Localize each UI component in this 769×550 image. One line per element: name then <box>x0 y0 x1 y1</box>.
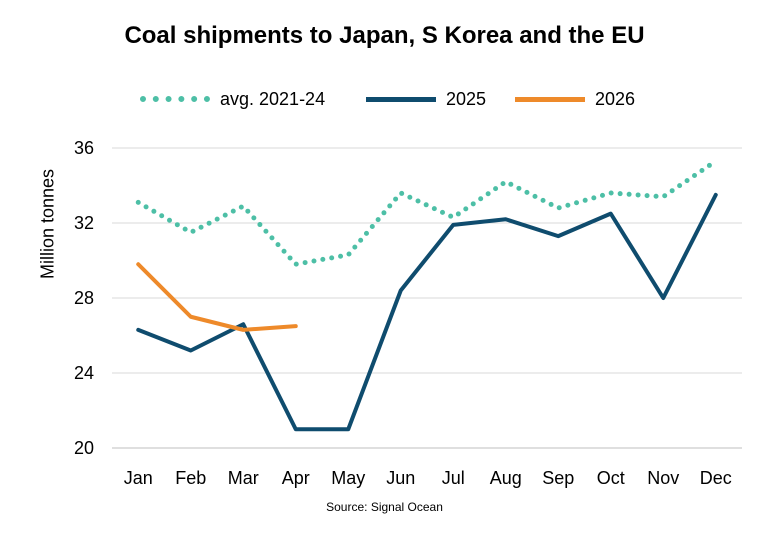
series-line-0 <box>135 158 719 267</box>
x-tick-label: May <box>331 468 365 488</box>
legend-item-2025: 2025 <box>366 84 486 114</box>
series-line-1 <box>136 192 718 432</box>
y-tick-label: 36 <box>74 138 94 158</box>
y-tick-label: 32 <box>74 213 94 233</box>
x-tick-label: Apr <box>282 468 310 488</box>
legend-label-2025: 2025 <box>446 88 487 109</box>
legend-label-avg: avg. 2021-24 <box>220 88 326 109</box>
chart-title: Coal shipments to Japan, S Korea and the… <box>124 22 645 49</box>
y-tick-label: 24 <box>74 363 94 383</box>
legend-item-2026: 2026 <box>515 84 635 114</box>
legend-swatch-2025 <box>366 96 436 102</box>
series-line-2 <box>136 262 298 332</box>
legend-item-avg: avg. 2021-24 <box>140 84 325 114</box>
x-tick-label: Mar <box>228 468 259 488</box>
x-tick-label: Aug <box>490 468 522 488</box>
x-tick-label: Oct <box>597 468 625 488</box>
x-tick-label: Sep <box>542 468 574 488</box>
legend-label-2026: 2026 <box>595 88 636 109</box>
y-tick-label: 20 <box>74 438 94 458</box>
x-tick-label: Dec <box>700 468 732 488</box>
y-tick-label: 28 <box>74 288 94 308</box>
x-tick-label: Nov <box>647 468 679 488</box>
x-tick-label: Feb <box>175 468 206 488</box>
legend: avg. 2021-24 2025 2026 <box>0 84 769 114</box>
legend-swatch-2026 <box>515 96 585 102</box>
x-tick-label: Jan <box>124 468 153 488</box>
x-tick-label: Jun <box>386 468 415 488</box>
source-note: Source: Signal Ocean <box>326 500 443 514</box>
x-tick-label: Jul <box>442 468 465 488</box>
legend-swatch-avg <box>140 96 210 102</box>
